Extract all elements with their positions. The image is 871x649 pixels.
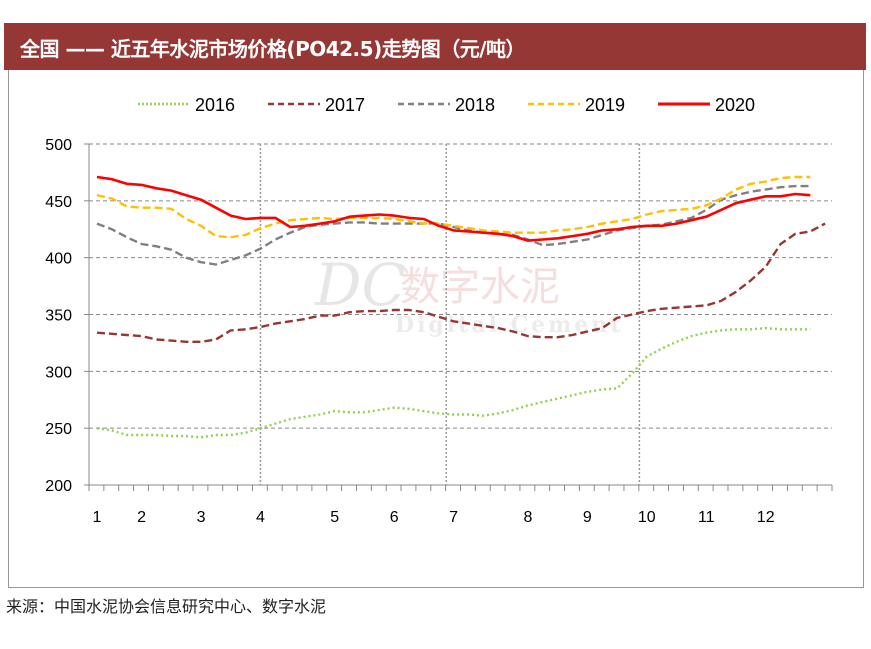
y-tick-label: 350	[45, 308, 72, 325]
series-line-2018	[96, 184, 811, 266]
x-tick-label: 1	[93, 509, 102, 526]
legend-label: 2016	[195, 95, 235, 115]
x-tick-label: 9	[583, 509, 592, 526]
x-tick-label: 10	[638, 509, 656, 526]
series-line-2017	[96, 222, 826, 343]
watermark-en: Digital Cement	[395, 312, 624, 338]
legend-label: 2017	[325, 95, 365, 115]
series-line-2016	[96, 326, 811, 439]
x-tick-label: 8	[523, 509, 532, 526]
source-note: 来源：中国水泥协会信息研究中心、数字水泥	[6, 597, 327, 616]
chart-title: 全国 —— 近五年水泥市场价格(PO42.5)走势图（元/吨）	[20, 37, 526, 61]
x-tick-label: 12	[757, 509, 775, 526]
chart-header: 全国 —— 近五年水泥市场价格(PO42.5)走势图（元/吨）	[4, 23, 866, 70]
y-tick-label: 200	[45, 478, 72, 495]
y-tick-label: 250	[45, 421, 72, 438]
x-tick-label: 2	[137, 509, 146, 526]
watermark-logo: DC	[314, 251, 406, 319]
chart-frame	[8, 70, 864, 588]
y-tick-label: 450	[45, 194, 72, 211]
x-tick-label: 3	[197, 509, 206, 526]
y-tick-label: 400	[45, 251, 72, 268]
y-tick-label: 500	[45, 137, 72, 154]
legend-label: 2019	[585, 95, 625, 115]
x-tick-label: 4	[256, 509, 265, 526]
x-tick-label: 6	[390, 509, 399, 526]
series-line-2020	[96, 175, 811, 242]
watermark-cn: 数字水泥	[400, 264, 560, 310]
y-tick-label: 300	[45, 364, 72, 381]
x-tick-label: 11	[698, 509, 715, 526]
legend-label: 2020	[715, 95, 755, 115]
x-tick-label: 7	[449, 509, 458, 526]
legend-label: 2018	[455, 95, 495, 115]
x-tick-label: 5	[330, 509, 339, 526]
